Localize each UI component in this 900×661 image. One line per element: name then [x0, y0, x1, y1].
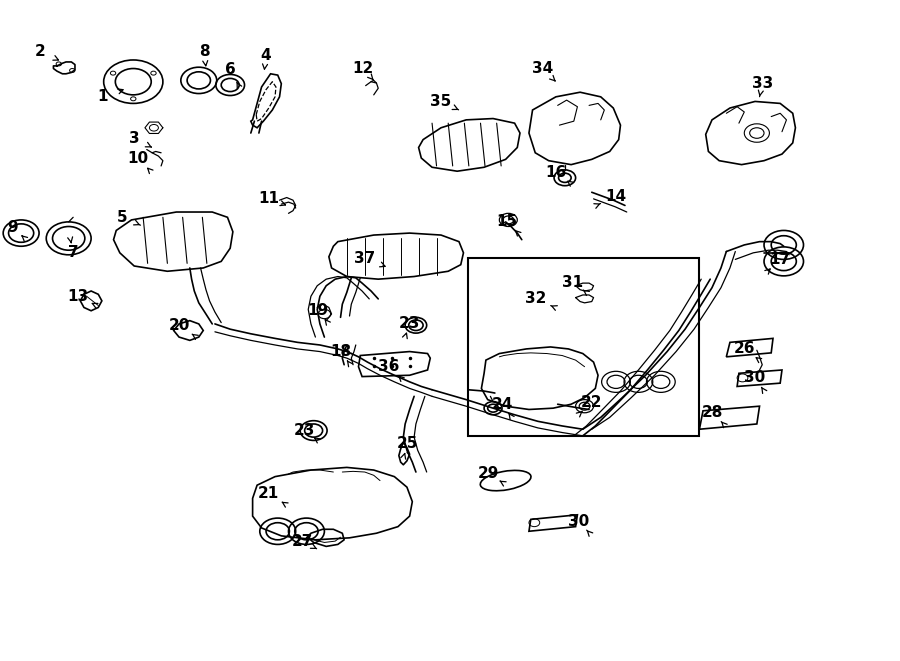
- Text: 35: 35: [430, 94, 452, 109]
- Text: 28: 28: [702, 405, 724, 420]
- Text: 32: 32: [525, 292, 546, 307]
- Text: 27: 27: [292, 533, 312, 549]
- Text: 13: 13: [68, 289, 88, 304]
- Text: 19: 19: [308, 303, 328, 318]
- Text: 31: 31: [562, 275, 583, 290]
- Bar: [468, 258, 699, 436]
- Text: 26: 26: [734, 342, 755, 356]
- Text: 14: 14: [606, 190, 626, 204]
- Text: 11: 11: [258, 191, 279, 206]
- Text: 30: 30: [568, 514, 589, 529]
- Text: 1: 1: [97, 89, 108, 104]
- Text: 3: 3: [129, 131, 140, 146]
- Text: 29: 29: [478, 467, 500, 481]
- Text: 34: 34: [532, 61, 553, 76]
- Text: 9: 9: [8, 220, 18, 235]
- Text: 22: 22: [581, 395, 602, 410]
- Text: 36: 36: [378, 359, 400, 374]
- Text: 2: 2: [34, 44, 45, 59]
- Text: 24: 24: [491, 397, 513, 412]
- Text: 7: 7: [68, 245, 78, 260]
- Text: 12: 12: [352, 61, 374, 76]
- Text: 8: 8: [199, 44, 210, 59]
- Text: 37: 37: [354, 251, 375, 266]
- Text: 25: 25: [397, 436, 418, 451]
- Text: 33: 33: [752, 76, 773, 91]
- Text: 4: 4: [261, 48, 272, 63]
- Text: 5: 5: [117, 210, 128, 225]
- Text: 18: 18: [330, 344, 351, 359]
- Text: 15: 15: [496, 214, 518, 229]
- Text: 17: 17: [770, 252, 791, 267]
- Text: 16: 16: [545, 165, 566, 180]
- Text: 10: 10: [127, 151, 148, 165]
- Text: 23: 23: [294, 423, 315, 438]
- Text: 30: 30: [744, 370, 766, 385]
- Text: 6: 6: [225, 62, 236, 77]
- Text: 20: 20: [168, 318, 190, 332]
- Text: 21: 21: [258, 486, 279, 501]
- Text: 23: 23: [399, 317, 420, 331]
